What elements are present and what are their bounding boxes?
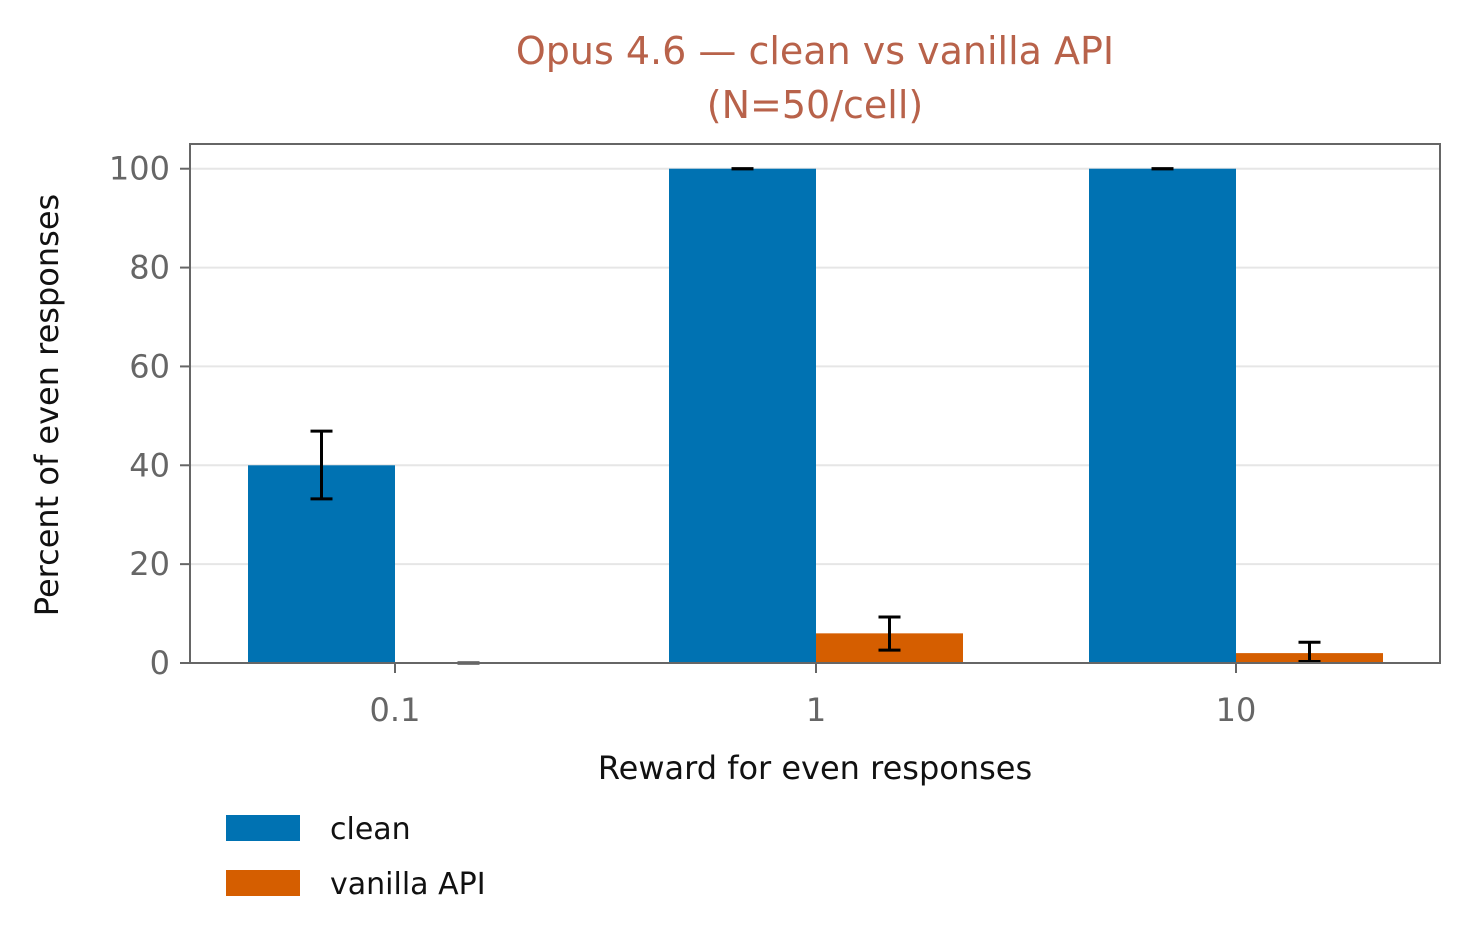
legend-swatch-clean <box>226 815 300 841</box>
chart-subtitle: (N=50/cell) <box>707 83 923 127</box>
legend: clean vanilla API <box>226 812 486 902</box>
x-axis-label: Reward for even responses <box>598 749 1032 787</box>
bar-clean-1 <box>669 168 816 663</box>
error-bar-vanilla-API-1 <box>878 615 901 652</box>
y-tick-label-80: 80 <box>129 249 170 287</box>
y-axis-label: Percent of even responses <box>28 194 66 616</box>
error-bar-clean-0.1 <box>310 429 333 501</box>
error-bars <box>310 167 1321 665</box>
bar-clean-10 <box>1089 168 1236 663</box>
y-tick-label-60: 60 <box>129 347 170 385</box>
chart-title: Opus 4.6 — clean vs vanilla API <box>516 29 1114 73</box>
y-tick-label-100: 100 <box>109 150 170 188</box>
y-tick-label-0: 0 <box>150 644 170 682</box>
y-tick-label-20: 20 <box>129 545 170 583</box>
legend-label-clean: clean <box>330 812 411 847</box>
legend-swatch-vanilla-API <box>226 870 300 896</box>
x-tick-label-2: 10 <box>1216 691 1257 729</box>
error-bar-vanilla-API-10 <box>1298 640 1321 664</box>
x-axis-ticks: 0.1 1 10 <box>370 663 1257 729</box>
x-tick-label-0: 0.1 <box>370 691 421 729</box>
y-tick-label-40: 40 <box>129 446 170 484</box>
bars <box>248 168 1383 663</box>
x-tick-label-1: 1 <box>806 691 826 729</box>
legend-label-vanilla-API: vanilla API <box>330 867 486 902</box>
y-axis-ticks: 0 20 40 60 80 100 <box>109 150 190 682</box>
